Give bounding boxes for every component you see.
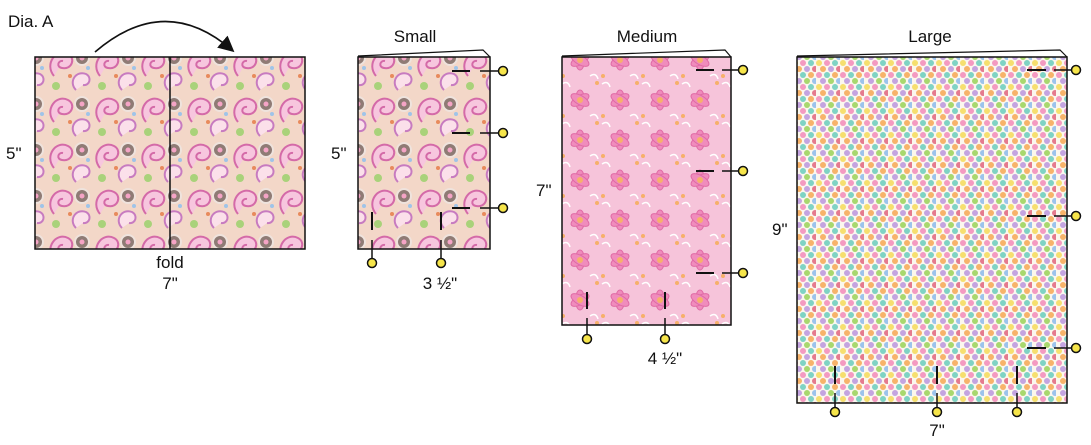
- book-width-label-small: 3 ½": [423, 274, 457, 293]
- pin-icon: [829, 406, 841, 418]
- pin-icon: [497, 65, 509, 77]
- pin-icon: [1070, 210, 1082, 222]
- book-height-label-medium: 7": [536, 181, 552, 200]
- sheet-width-label: 7": [162, 274, 178, 293]
- pin-icon: [737, 165, 749, 177]
- pin-icon: [366, 257, 378, 269]
- pin-marks-small: [366, 65, 509, 269]
- pin-marks-large: [829, 64, 1082, 418]
- curved-arrow-icon: [94, 20, 235, 53]
- book-title-large: Large: [908, 27, 951, 46]
- sheet-height-label: 5": [6, 144, 22, 163]
- pin-marks-medium: [581, 64, 749, 345]
- pin-icon: [737, 267, 749, 279]
- book-medium: Medium 7" 4 ½": [536, 27, 749, 368]
- pin-icon: [1011, 406, 1023, 418]
- book-title-small: Small: [394, 27, 437, 46]
- book-cover-medium: [561, 56, 732, 326]
- pin-icon: [659, 333, 671, 345]
- book-small: Small 5" 3 ½": [331, 27, 509, 293]
- pin-icon: [1070, 64, 1082, 76]
- pin-icon: [581, 333, 593, 345]
- book-width-label-medium: 4 ½": [648, 349, 682, 368]
- book-height-label-small: 5": [331, 144, 347, 163]
- pin-icon: [1070, 342, 1082, 354]
- fold-label: fold: [156, 253, 183, 272]
- book-width-label-large: 7": [929, 421, 945, 440]
- pin-icon: [497, 202, 509, 214]
- pin-icon: [435, 257, 447, 269]
- book-cover-large: [796, 56, 1068, 404]
- figure-label: Dia. A: [8, 12, 54, 31]
- pin-icon: [737, 64, 749, 76]
- book-cover-small: [357, 56, 491, 250]
- pin-icon: [497, 127, 509, 139]
- flat-sheet: 5" fold 7": [6, 20, 306, 293]
- pin-icon: [931, 406, 943, 418]
- book-height-label-large: 9": [772, 220, 788, 239]
- book-title-medium: Medium: [617, 27, 677, 46]
- book-large: Large 9" 7": [772, 27, 1082, 440]
